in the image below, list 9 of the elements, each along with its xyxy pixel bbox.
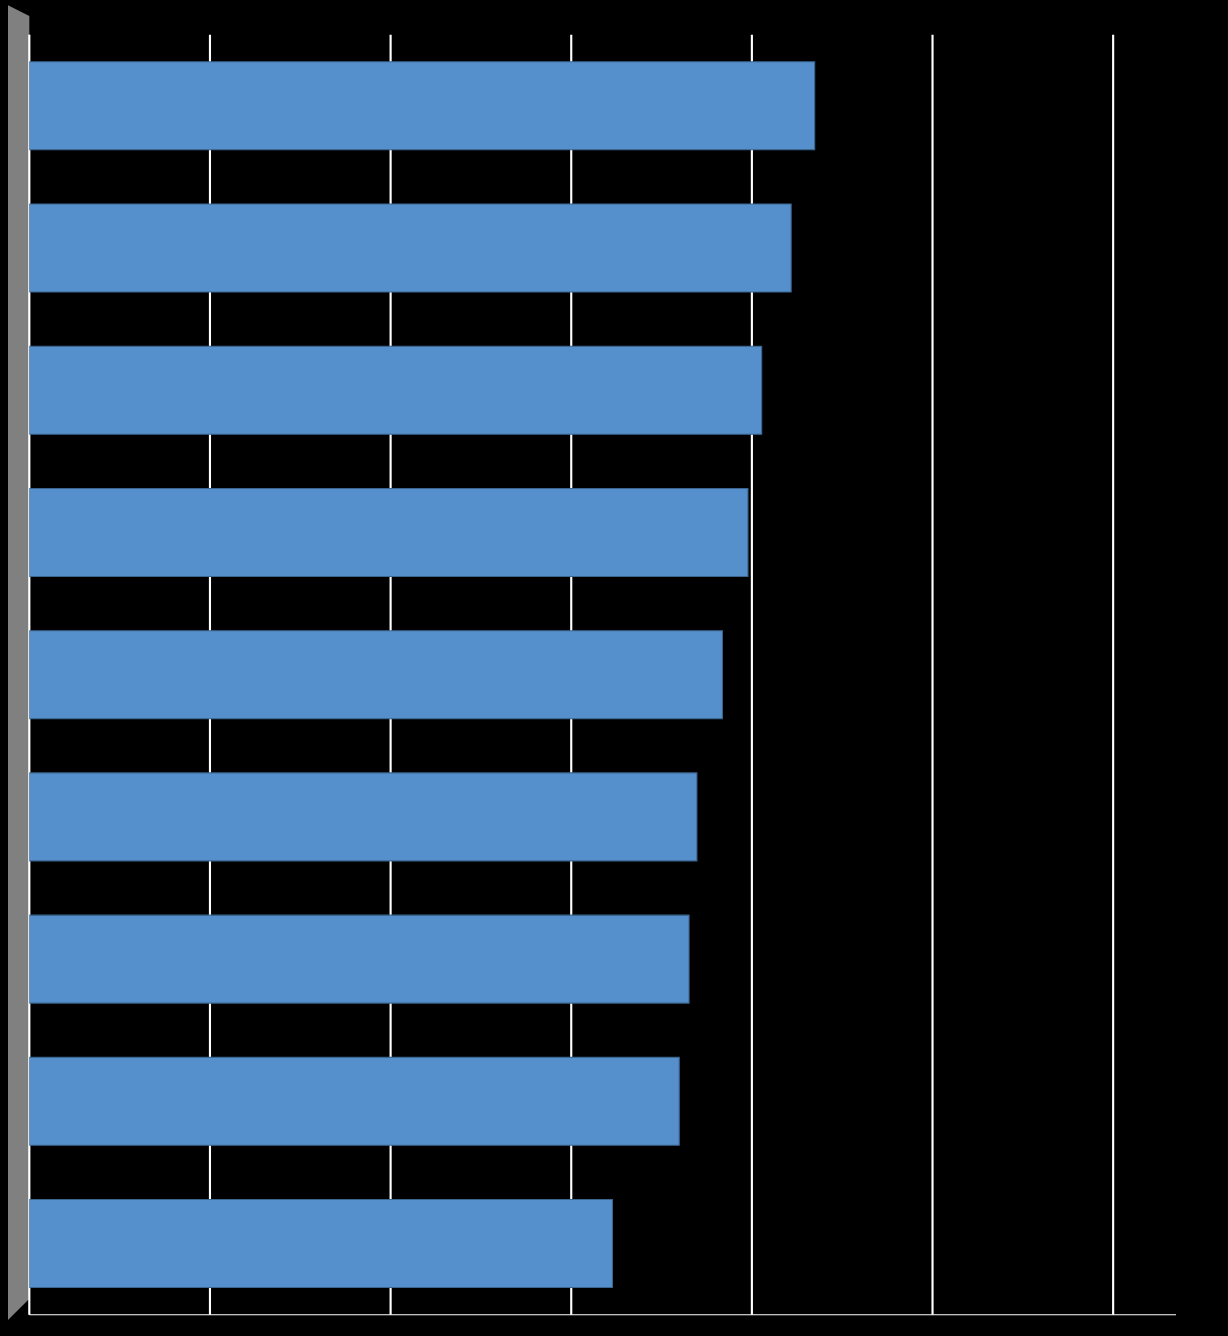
bar <box>29 61 816 151</box>
bar <box>29 772 698 862</box>
bar <box>29 630 723 720</box>
bar <box>29 1056 680 1146</box>
bar <box>29 203 792 293</box>
bar <box>29 914 690 1004</box>
bar <box>29 345 763 435</box>
bar <box>29 487 749 578</box>
bar <box>29 1199 614 1289</box>
